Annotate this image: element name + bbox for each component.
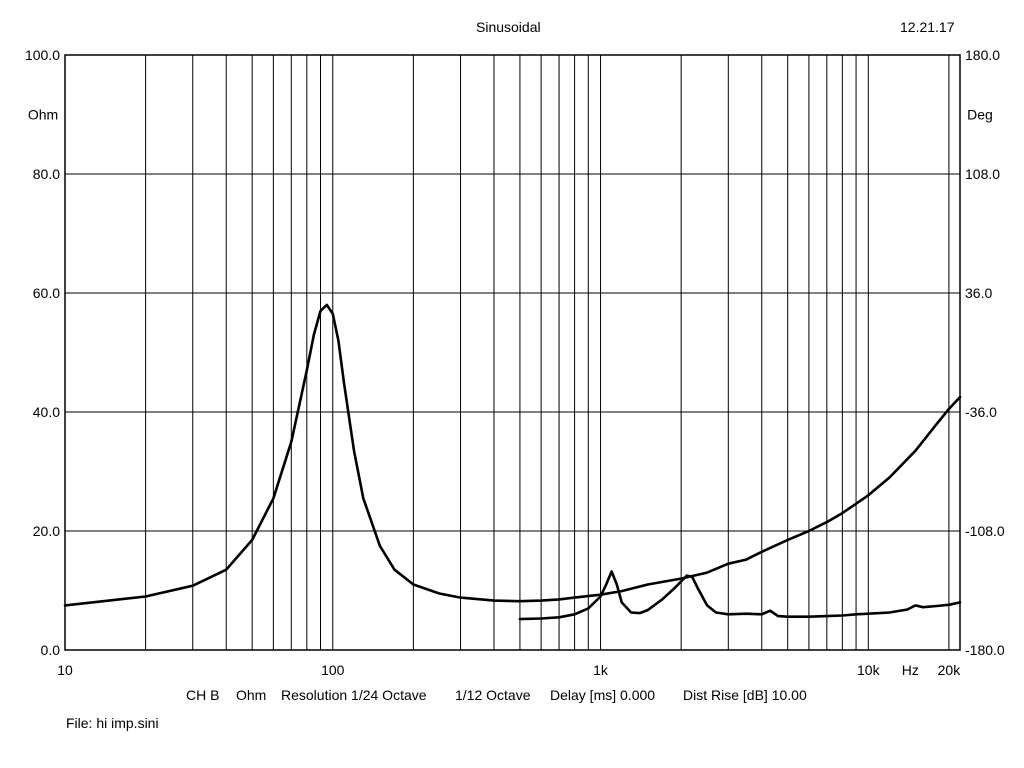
- plot-frame: [64, 54, 961, 651]
- footer-delay: Delay [ms] 0.000: [550, 687, 656, 703]
- y2-tick-label: -180.0: [965, 642, 1005, 658]
- y-tick-label: 100.0: [25, 47, 60, 63]
- x-tick-label: 1k: [593, 662, 609, 678]
- footer-unit: Ohm: [236, 687, 267, 703]
- x-tick-label: 100: [321, 662, 345, 678]
- y2-tick-label: 180.0: [965, 47, 1000, 63]
- chart-title: Sinusoidal: [476, 19, 541, 35]
- series-layer: [63, 303, 962, 621]
- y2-tick-label: -36.0: [965, 404, 997, 420]
- date-label: 12.21.17: [900, 19, 955, 35]
- y-tick-label: 40.0: [33, 404, 60, 420]
- y-tick-label: 0.0: [41, 642, 61, 658]
- y-axis-label: Ohm: [28, 107, 58, 123]
- series-line-1: [63, 303, 962, 607]
- y-tick-label: 20.0: [33, 523, 60, 539]
- y2-tick-label: 36.0: [965, 285, 992, 301]
- tick-labels: 0.0 20.0 40.0 60.0 80.0 100.0 -180.0 -108.0 -36.…: [25, 47, 1005, 678]
- y2-tick-label: 108.0: [965, 166, 1000, 182]
- footer-resolution: Resolution 1/24 Octave: [281, 687, 427, 703]
- footer-dist-rise: Dist Rise [dB] 10.00: [683, 687, 807, 703]
- grid: [65, 55, 960, 650]
- y2-tick-label: -108.0: [965, 523, 1005, 539]
- file-label: File: hi imp.sini: [66, 715, 159, 731]
- y2-axis-label: Deg: [967, 107, 993, 123]
- footer-channel: CH B: [186, 687, 220, 703]
- y-tick-label: 60.0: [33, 285, 60, 301]
- x-unit-label: Hz: [902, 662, 919, 678]
- x-tick-label: 10: [57, 662, 73, 678]
- footer-octave: 1/12 Octave: [455, 687, 531, 703]
- series-line-2: [518, 570, 962, 621]
- x-tick-label: 20k: [938, 662, 962, 678]
- x-tick-label: 10k: [857, 662, 881, 678]
- y-tick-label: 80.0: [33, 166, 60, 182]
